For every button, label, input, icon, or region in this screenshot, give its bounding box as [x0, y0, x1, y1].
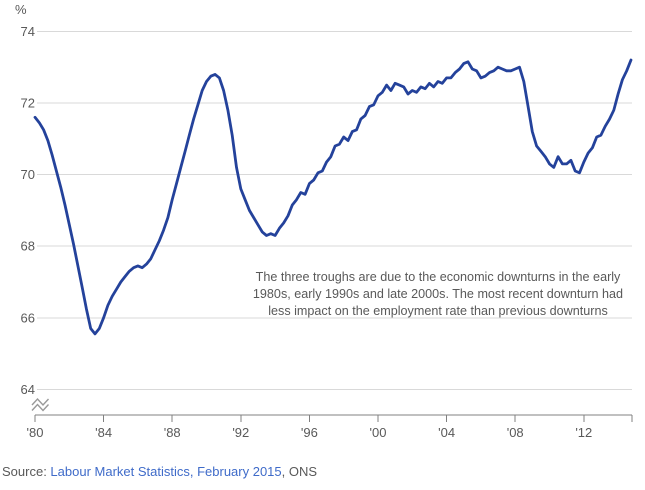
x-tick-label: '08	[507, 425, 524, 440]
annotation-text: The three troughs are due to the economi…	[242, 269, 634, 320]
employment-rate-line	[33, 58, 633, 336]
x-tick-label: '84	[95, 425, 112, 440]
axis-break-icon	[31, 397, 50, 412]
y-axis-tick-labels: 74 72 70 68 66 64	[21, 24, 35, 397]
annotation-line-2: 1980s, early 1990s and late 2000s. The m…	[252, 287, 624, 301]
y-tick-label: 72	[21, 96, 35, 111]
x-axis	[34, 414, 633, 422]
x-axis-tick-labels: '80 '84 '88 '92 '96 '00 '04 '08 '12	[27, 425, 593, 440]
x-tick-label: '00	[370, 425, 387, 440]
x-tick-label: '88	[164, 425, 181, 440]
source-line: Source: Labour Market Statistics, Februa…	[2, 464, 317, 479]
annotation-line-3: less impact on the employment rate than …	[268, 304, 608, 318]
y-axis-unit-label: %	[15, 2, 27, 17]
x-tick-label: '12	[575, 425, 592, 440]
y-tick-label: 68	[21, 239, 35, 254]
source-suffix: , ONS	[281, 464, 318, 479]
source-link[interactable]: Labour Market Statistics, February 2015	[50, 464, 282, 479]
x-tick-label: '80	[27, 425, 44, 440]
y-tick-label: 64	[21, 382, 35, 397]
annotation-line-1: The three troughs are due to the economi…	[255, 270, 621, 284]
x-tick-label: '96	[301, 425, 318, 440]
gridlines	[37, 30, 632, 390]
x-tick-label: '92	[232, 425, 249, 440]
y-tick-label: 74	[21, 24, 35, 39]
source-prefix: Source:	[2, 464, 51, 479]
y-tick-label: 66	[21, 310, 35, 325]
x-tick-label: '04	[438, 425, 455, 440]
y-tick-label: 70	[21, 167, 35, 182]
